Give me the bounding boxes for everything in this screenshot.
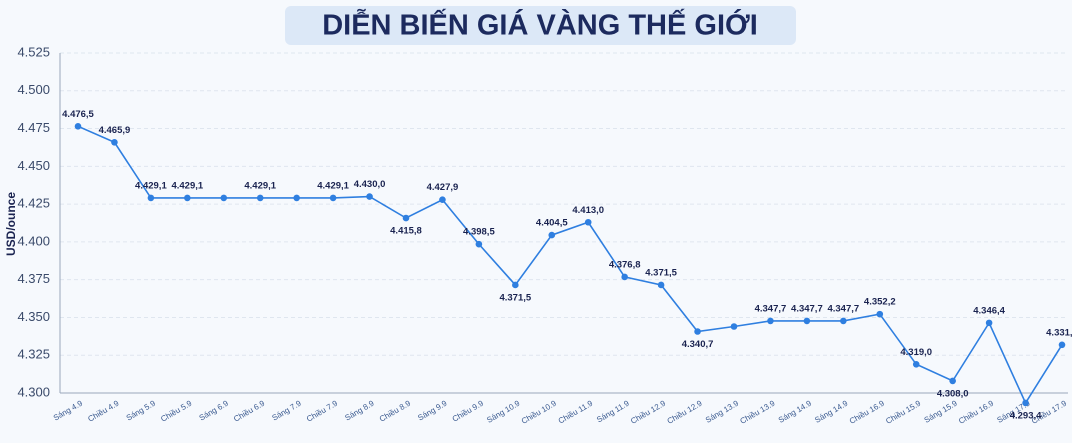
value-label: 4.476,5 (62, 109, 94, 120)
point (876, 310, 884, 318)
value-label: 4.340,7 (682, 339, 714, 350)
point (912, 360, 920, 368)
y-tick-label: 4.325 (17, 347, 50, 362)
point (402, 214, 410, 222)
x-tick-label: Chiều 4.9 (86, 398, 121, 423)
value-label: 4.429,1 (244, 180, 276, 191)
value-label: 4.427,9 (427, 182, 459, 193)
value-label: 4.371,5 (499, 292, 531, 303)
y-axis-label: USD/ounce (4, 192, 18, 256)
point (1022, 399, 1029, 407)
point (147, 194, 155, 202)
point (803, 317, 811, 325)
point (694, 328, 701, 335)
x-tick-label: Sáng 6.9 (198, 398, 231, 422)
x-tick-label: Chiều 16.9 (848, 398, 886, 425)
value-label: 4.319,0 (900, 347, 932, 358)
x-tick-label: Chiều 12.9 (666, 398, 704, 425)
value-label: 4.376,8 (609, 259, 641, 270)
x-tick-label: Sáng 7.9 (270, 398, 303, 422)
x-tick-label: Sáng 8.9 (343, 398, 376, 422)
x-tick-label: Sáng 14.9 (777, 398, 814, 424)
point (293, 194, 300, 202)
x-tick-label: Sáng 15.9 (923, 398, 960, 424)
x-tick-label: Sáng 5.9 (125, 398, 158, 422)
point (1058, 341, 1066, 349)
y-tick-label: 4.425 (17, 196, 50, 211)
x-tick-label: Sáng 4.9 (52, 398, 85, 422)
point (548, 231, 556, 239)
value-label: 4.352,2 (864, 297, 896, 308)
x-tick-label: Chiều 12.9 (629, 398, 667, 425)
x-tick-label: Chiều 5.9 (159, 398, 194, 423)
x-tick-label: Chiều 16.9 (957, 398, 995, 425)
x-tick-label: Sáng 11.9 (595, 398, 631, 424)
x-tick-label: Chiều 13.9 (738, 398, 776, 425)
y-tick-label: 4.450 (17, 158, 50, 173)
value-label: 4.371,5 (645, 267, 677, 278)
x-tick-label: Chiều 6.9 (232, 398, 267, 423)
y-tick-label: 4.350 (17, 309, 50, 324)
x-tick-label: Chiều 8.9 (378, 398, 413, 423)
value-label: 4.429,1 (135, 180, 167, 191)
x-tick-label: Chiều 10.9 (520, 398, 558, 425)
x-tick-label: Sáng 14.9 (813, 398, 850, 424)
value-label: 4.331,9 (1046, 327, 1072, 338)
y-tick-label: 4.400 (17, 233, 50, 248)
y-tick-label: 4.525 (17, 44, 50, 59)
point (657, 281, 665, 289)
value-label: 4.346,4 (973, 305, 1005, 316)
value-label: 4.347,7 (755, 303, 787, 314)
point (985, 319, 993, 327)
point (949, 377, 956, 385)
point (366, 193, 373, 200)
value-label: 4.465,9 (99, 125, 131, 136)
x-tick-label: Chiều 7.9 (305, 398, 340, 423)
value-label: 4.293,4 (1010, 410, 1042, 421)
y-tick-label: 4.475 (17, 120, 50, 135)
y-tick-label: 4.500 (17, 82, 50, 97)
point (584, 218, 592, 226)
x-tick-label: Sáng 9.9 (416, 398, 449, 422)
point (329, 194, 337, 202)
point (475, 240, 483, 248)
x-tick-label: Sáng 10.9 (485, 398, 522, 424)
title-box (285, 6, 796, 45)
point (840, 317, 847, 325)
point (220, 194, 228, 202)
point (111, 139, 118, 146)
x-tick-label: Sáng 13.9 (704, 398, 741, 424)
value-label: 4.347,7 (791, 303, 823, 314)
point (439, 196, 446, 204)
point (767, 317, 774, 325)
point (621, 273, 628, 281)
y-tick-label: 4.300 (17, 384, 50, 399)
point (730, 323, 738, 330)
value-label: 4.398,5 (463, 227, 495, 238)
value-label: 4.404,5 (536, 218, 568, 229)
value-label: 4.429,1 (171, 180, 203, 191)
value-label: 4.429,1 (317, 180, 349, 191)
point (74, 122, 82, 130)
y-tick-label: 4.375 (17, 271, 50, 286)
point (512, 281, 519, 289)
value-label: 4.347,7 (827, 303, 859, 314)
point (184, 194, 191, 202)
x-tick-label: Chiều 11.9 (557, 398, 595, 425)
value-label: 4.413,0 (572, 205, 604, 216)
point (256, 194, 264, 202)
value-label: 4.308,0 (937, 388, 969, 399)
chart-title: DIỄN BIẾN GIÁ VÀNG THẾ GIỚI (322, 8, 758, 42)
x-tick-label: Chiều 9.9 (451, 398, 486, 423)
line (77, 125, 1063, 405)
value-label: 4.415,8 (390, 226, 422, 237)
value-label: 4.430,0 (354, 179, 386, 190)
x-tick-label: Chiều 15.9 (884, 398, 922, 425)
